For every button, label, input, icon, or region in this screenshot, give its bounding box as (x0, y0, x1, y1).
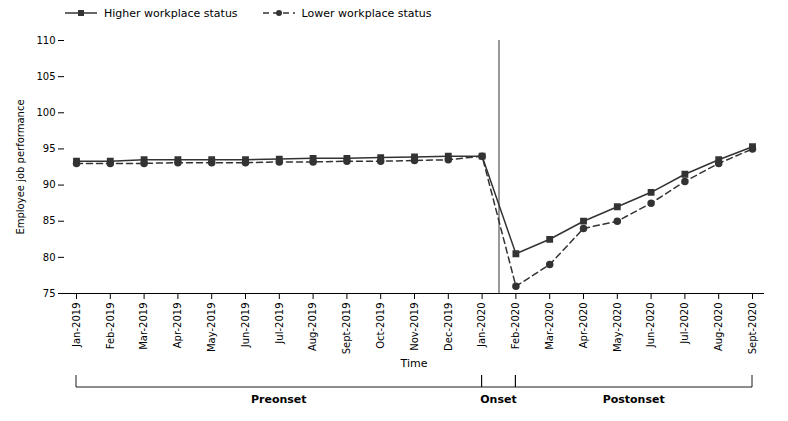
svg-text:Jan-2019: Jan-2019 (71, 303, 82, 348)
svg-text:95: 95 (43, 143, 56, 154)
svg-text:Aug-2020: Aug-2020 (713, 303, 724, 352)
svg-text:Jun-2020: Jun-2020 (645, 303, 656, 349)
svg-text:105: 105 (36, 71, 55, 82)
svg-text:Dec-2019: Dec-2019 (443, 303, 454, 351)
svg-text:Oct-2019: Oct-2019 (375, 303, 386, 349)
svg-text:Sept-2019: Sept-2019 (341, 303, 352, 355)
svg-text:May-2020: May-2020 (612, 303, 623, 353)
svg-text:Employee job performance: Employee job performance (15, 99, 26, 234)
svg-text:Apr-2020: Apr-2020 (578, 303, 589, 349)
html-text:Lower workplace status: Lower workplace status (301, 6, 432, 20)
svg-text:75: 75 (43, 288, 56, 299)
svg-text:Postonset: Postonset (603, 393, 665, 406)
svg-text:Sept-2020: Sept-2020 (747, 303, 758, 355)
svg-text:110: 110 (36, 35, 55, 46)
svg-text:85: 85 (43, 215, 56, 226)
svg-text:100: 100 (36, 107, 55, 118)
svg-text:Feb-2020: Feb-2020 (510, 303, 521, 350)
svg-text:May-2019: May-2019 (206, 303, 217, 353)
svg-text:Jun-2019: Jun-2019 (240, 303, 251, 349)
svg-text:Aug-2019: Aug-2019 (307, 303, 318, 352)
svg-text:Jul-2020: Jul-2020 (679, 303, 690, 345)
svg-text:Mar-2019: Mar-2019 (138, 303, 149, 350)
svg-text:80: 80 (43, 252, 56, 263)
svg-text:Jan-2020: Jan-2020 (476, 303, 487, 348)
svg-text:Onset: Onset (480, 393, 516, 406)
svg-text:90: 90 (43, 179, 56, 190)
svg-text:Jul-2019: Jul-2019 (274, 303, 285, 345)
svg-text:Preonset: Preonset (251, 393, 307, 406)
svg-text:Mar-2020: Mar-2020 (544, 303, 555, 350)
svg-text:Nov-2019: Nov-2019 (409, 303, 420, 351)
svg-text:Time: Time (400, 357, 428, 370)
svg-text:Feb-2019: Feb-2019 (105, 303, 116, 350)
svg-text:Apr-2019: Apr-2019 (172, 303, 183, 349)
html-text:Higher workplace status: Higher workplace status (104, 6, 238, 20)
